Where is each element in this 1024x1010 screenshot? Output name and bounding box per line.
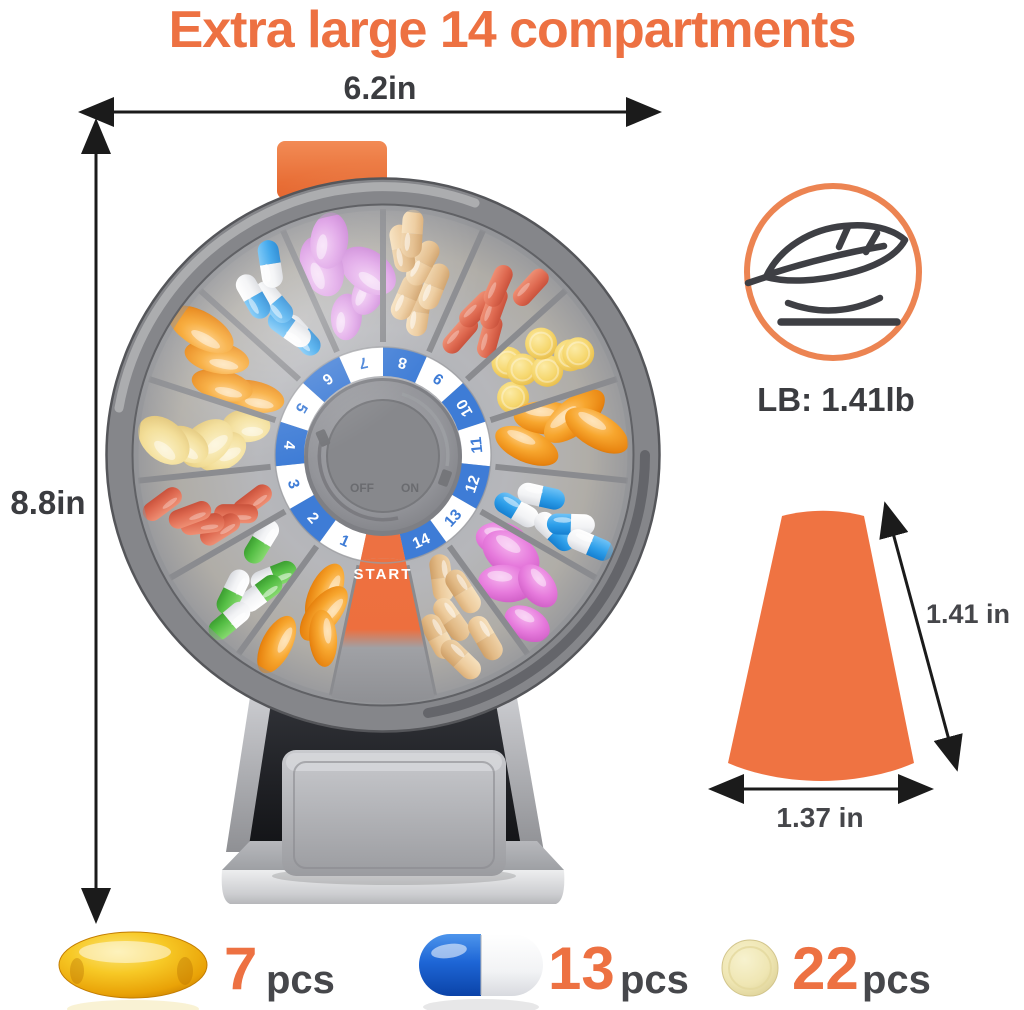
pill-wheel: 1234567891011121314 OFF ON [105, 161, 661, 733]
start-segment [360, 530, 406, 561]
page-title: Extra large 14 compartments [168, 1, 857, 59]
pill [445, 569, 481, 614]
pill [168, 501, 212, 529]
stand-bevel-left [226, 658, 278, 852]
pill [512, 268, 549, 307]
weight-label: LB: 1.41lb [757, 381, 915, 418]
pill [567, 529, 614, 561]
day-segment [275, 463, 315, 509]
capacity-count-softgel: 7 [224, 935, 258, 1002]
pill [525, 327, 558, 360]
pill [309, 609, 338, 667]
base-front [221, 870, 565, 904]
hub-off-label: OFF [350, 481, 374, 495]
pill [562, 337, 595, 370]
pill [495, 425, 559, 466]
day-number: 14 [410, 530, 433, 553]
day-segment [429, 494, 477, 543]
cream-round-tablet-icon [721, 939, 779, 997]
compartment-width-label: 1.37 in [776, 802, 864, 833]
stand-bevel-right [488, 658, 544, 852]
capacity-unit-tablet: pcs [862, 958, 931, 1002]
compartment-shape [708, 501, 963, 804]
pill [531, 354, 564, 387]
divider [489, 376, 618, 423]
wheel-rim [105, 177, 661, 733]
blue-white-capsule-icon [419, 934, 543, 1010]
divider [464, 288, 568, 382]
day-number: 12 [462, 473, 483, 495]
day-segment [451, 463, 491, 509]
capacity-count-capsule: 13 [548, 935, 615, 1002]
pill [468, 616, 503, 661]
pill [420, 614, 455, 659]
pill [142, 487, 182, 522]
compartment-14-pills [420, 554, 503, 680]
compartment-11-pills [495, 389, 629, 466]
compartment-3-pills [142, 484, 272, 546]
dimension-arrow-depth [879, 501, 963, 772]
capacity-count-tablet: 22 [792, 935, 859, 1002]
pill [440, 639, 481, 680]
start-chute [331, 558, 435, 704]
capacity-unit-softgel: pcs [266, 958, 335, 1002]
day-segment [289, 494, 337, 543]
pill [257, 615, 297, 674]
height-dimension-label: 8.8in [10, 484, 86, 521]
yellow-softgel-icon [58, 931, 208, 1010]
pill [565, 407, 629, 454]
divider [479, 508, 598, 581]
compartment-depth-label: 1.41 in [926, 599, 1011, 629]
width-dimension-label: 6.2in [343, 70, 417, 106]
compartment-2-pills [208, 519, 297, 641]
divider [495, 463, 629, 484]
pill [483, 264, 513, 307]
day-segment [458, 421, 491, 467]
compartment-12-pills [494, 482, 614, 561]
compartment-1-pills [257, 563, 348, 674]
capacity-unit-capsule: pcs [620, 958, 689, 1002]
feather-icon [744, 222, 909, 326]
pill [497, 381, 530, 414]
divider [168, 508, 287, 581]
lightweight-badge [744, 183, 922, 361]
compartment-10-pills [491, 327, 595, 414]
day-number: 11 [468, 436, 487, 454]
pill [433, 597, 470, 642]
day-number: 10 [453, 396, 476, 419]
day-segment [441, 382, 486, 431]
pill [494, 492, 539, 528]
pill [518, 564, 558, 608]
pill [517, 482, 565, 510]
pill-tray-cup [282, 750, 506, 876]
hub-on-label: ON [401, 481, 419, 495]
divider [235, 544, 320, 656]
divider [446, 544, 531, 656]
start-label: START [353, 566, 413, 583]
